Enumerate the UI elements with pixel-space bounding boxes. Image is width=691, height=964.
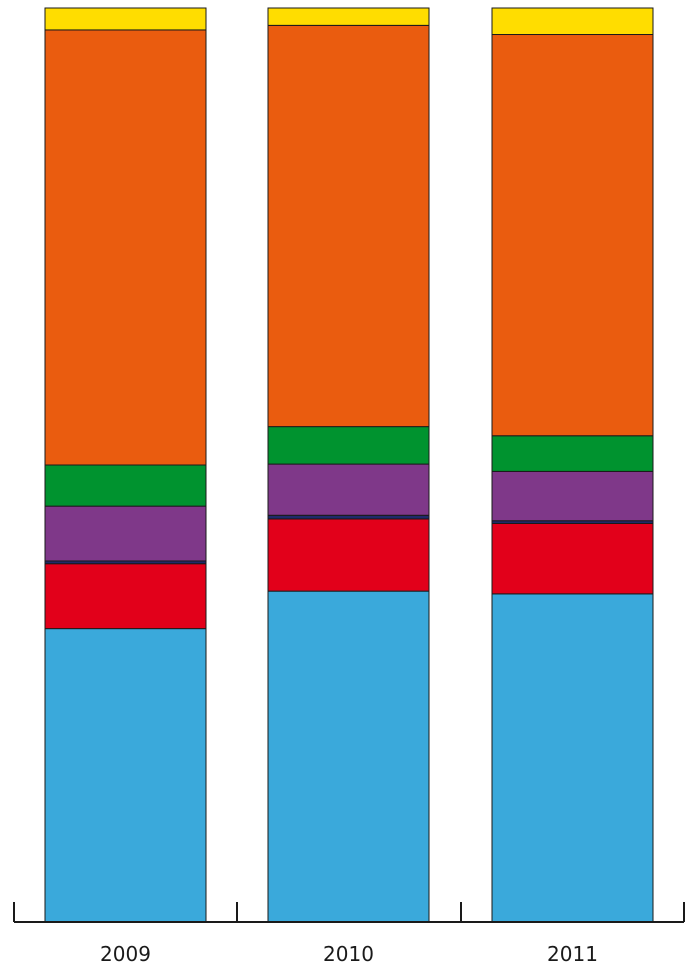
x-tick-label-2010: 2010 [323,942,374,964]
bar-segment-2009-s6 [44,29,207,466]
x-tick-label-2011: 2011 [547,942,598,964]
bar-stack-2010 [267,7,430,923]
bar-segment-2009-s1 [44,628,207,923]
bar-segment-2010-s4 [267,463,430,516]
bar-segment-2009-s7 [44,7,207,31]
x-axis [13,902,685,923]
bar-segment-2010-s3 [267,514,430,520]
bar-segment-2011-s5 [491,435,654,472]
x-axis-labels: 2009 2010 2011 [100,942,598,964]
bar-segment-2010-s6 [267,24,430,428]
bar-stack-2009 [44,7,207,923]
bar-segment-2011-s4 [491,470,654,522]
bar-stack-2011 [491,7,654,923]
bar-segment-2011-s7 [491,7,654,36]
bar-segment-2010-s2 [267,518,430,592]
bar-segment-2011-s2 [491,522,654,595]
bar-segment-2010-s5 [267,426,430,465]
bar-segment-2009-s4 [44,505,207,562]
bar-segment-2010-s7 [267,7,430,26]
bar-segment-2009-s5 [44,464,207,507]
x-tick-label-2009: 2009 [100,942,151,964]
bar-segment-2011-s6 [491,34,654,437]
bar-segment-2009-s2 [44,563,207,630]
bar-segment-2011-s1 [491,593,654,923]
bars-layer [44,7,654,923]
bar-segment-2010-s1 [267,590,430,923]
